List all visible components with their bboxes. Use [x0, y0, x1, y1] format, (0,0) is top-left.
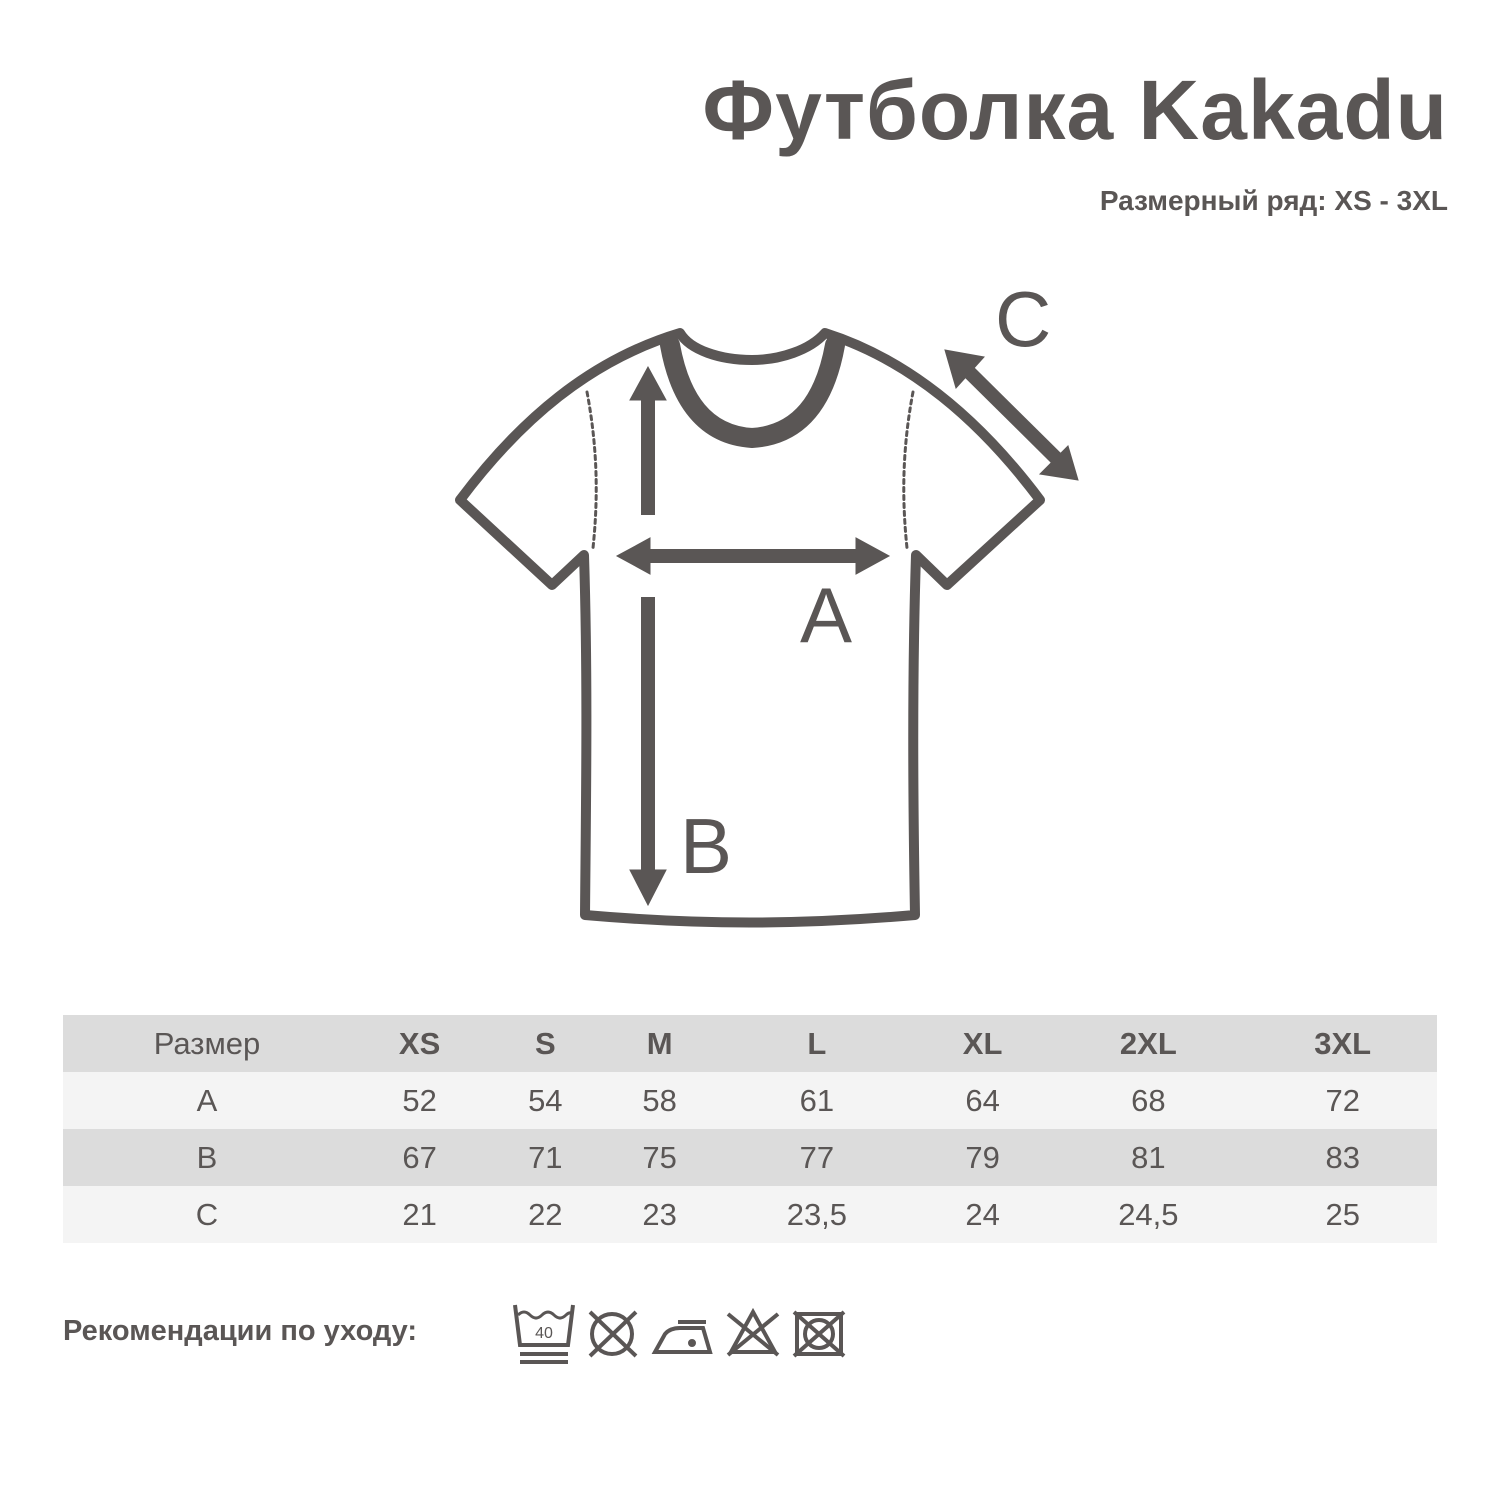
row-label: C	[195, 1196, 219, 1232]
cell: 22	[528, 1196, 563, 1232]
care-label: Рекомендации по уходу:	[63, 1315, 418, 1347]
cell: 77	[799, 1139, 835, 1175]
tshirt-outline	[455, 328, 1045, 928]
cell: 23,5	[786, 1196, 848, 1232]
measure-b-arrow	[629, 365, 667, 907]
no-bleach-icon	[726, 1307, 780, 1357]
header-cell: XL	[962, 1025, 1003, 1061]
cell: 61	[799, 1082, 835, 1118]
tshirt-diagram: A B C	[455, 275, 1079, 928]
care-icons: 40	[513, 1304, 846, 1364]
header-cell: S	[534, 1025, 556, 1061]
cell: 58	[642, 1082, 677, 1118]
cell: 81	[1131, 1139, 1166, 1175]
table-row: A 52 54 58 61 64 68 72	[63, 1072, 1437, 1129]
measure-a-arrow	[615, 537, 891, 575]
size-table: Размер XS S M L XL 2XL 3XL A 52 54 58 61…	[63, 1015, 1437, 1243]
size-range-subtitle: Размерный ряд: XS - 3XL	[1099, 185, 1448, 216]
cell: 24,5	[1118, 1196, 1179, 1232]
row-label: B	[196, 1139, 218, 1175]
no-dry-clean-icon	[792, 1310, 846, 1358]
seam-right	[902, 390, 915, 550]
cell: 67	[402, 1139, 437, 1175]
header-cell: M	[646, 1025, 673, 1061]
cell: 54	[528, 1082, 563, 1118]
cell: 23	[642, 1196, 677, 1232]
page-title: Футболка Kakadu	[702, 63, 1448, 157]
row-label: A	[196, 1082, 218, 1118]
header-cell: Размер	[153, 1025, 261, 1061]
label-a: A	[800, 571, 852, 659]
header-cell: 2XL	[1119, 1025, 1177, 1061]
table-row: C 21 22 23 23,5 24 24,5 25	[63, 1186, 1437, 1243]
cell: 68	[1131, 1082, 1166, 1118]
cell: 75	[642, 1139, 677, 1175]
wash-40-gentle-icon: 40	[513, 1304, 575, 1364]
cell: 71	[528, 1139, 563, 1175]
cell: 25	[1325, 1196, 1360, 1232]
cell: 52	[402, 1082, 437, 1118]
cell: 64	[965, 1082, 1000, 1118]
seam-left	[585, 390, 598, 550]
label-c: C	[995, 275, 1051, 363]
no-tumble-dry-icon	[588, 1310, 638, 1358]
header-cell: L	[807, 1025, 827, 1061]
cell: 24	[965, 1196, 1000, 1232]
table-header-row: Размер XS S M L XL 2XL 3XL	[63, 1015, 1437, 1072]
cell: 21	[402, 1196, 437, 1232]
table-row: B 67 71 75 77 79 81 83	[63, 1129, 1437, 1186]
wash-temperature: 40	[535, 1325, 553, 1342]
cell: 79	[965, 1139, 1000, 1175]
collar	[660, 335, 845, 448]
header-cell: 3XL	[1314, 1025, 1372, 1061]
cell: 72	[1325, 1082, 1360, 1118]
header-cell: XS	[398, 1025, 441, 1061]
measure-c-arrow	[944, 349, 1079, 481]
label-b: B	[680, 802, 732, 890]
iron-low-icon	[651, 1320, 713, 1354]
cell: 83	[1325, 1139, 1360, 1175]
